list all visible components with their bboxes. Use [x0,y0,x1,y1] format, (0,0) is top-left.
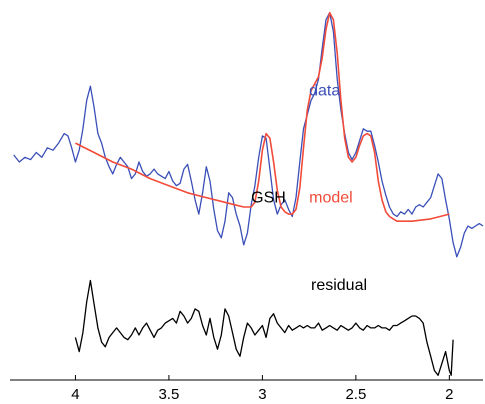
series-residual-line [74,279,454,376]
x-tick-label: 3.5 [158,386,179,403]
annotation-gsh: GSH [251,189,286,206]
series-model-line [75,11,450,222]
annotation-data: data [309,83,340,100]
annotation-residual: residual [311,277,367,294]
series-layer [13,11,484,376]
x-tick-label: 4 [71,386,79,403]
x-tick-label: 3 [258,386,266,403]
series-data-line [13,12,484,258]
x-axis-ticks: 4 3.5 3 2.5 2 [71,375,454,403]
x-tick-label: 2.5 [345,386,366,403]
x-tick-label: 2 [445,386,453,403]
annotations: data model GSH residual [251,83,367,294]
annotation-model: model [309,189,353,206]
